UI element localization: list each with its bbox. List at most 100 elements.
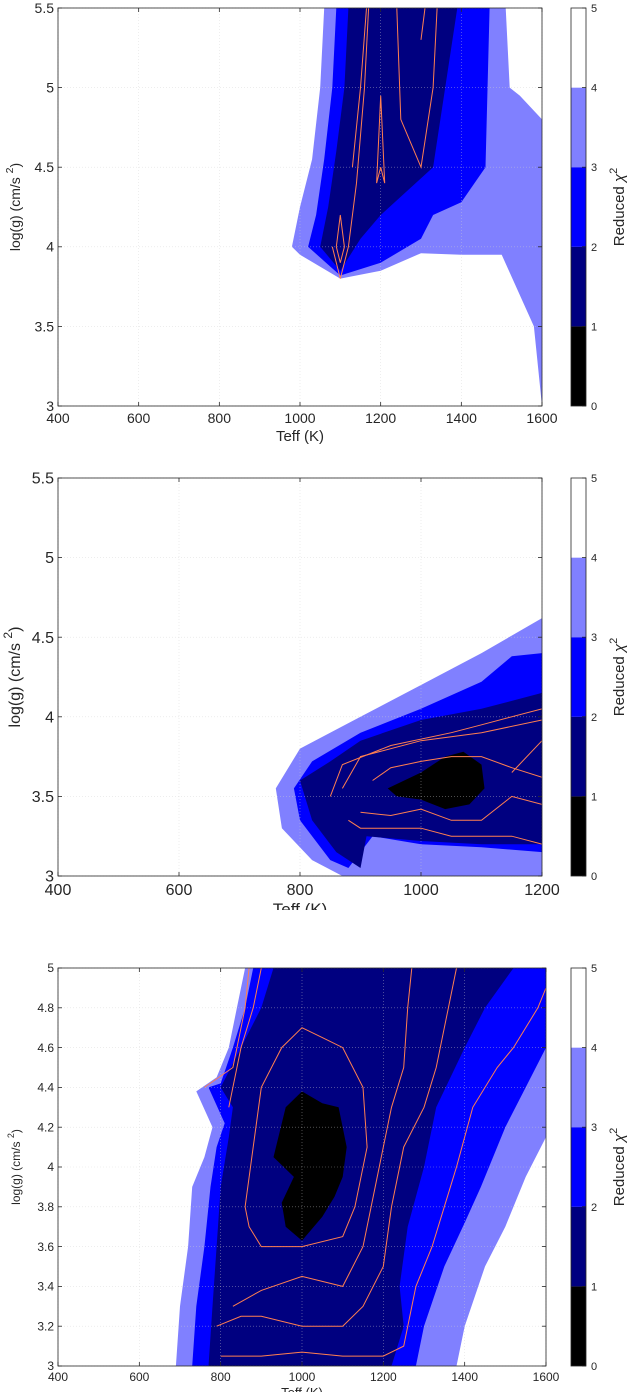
y-tick-label: 5 <box>45 550 54 567</box>
contour-chart-3: 400 600 800 1000 1200 1400 1600 3 3.2 3.4 3.6 3.8 4 4… <box>6 961 627 1392</box>
y-axis-label: log(g) (cm/s 2) <box>6 1129 23 1205</box>
colorbar-band <box>571 1127 586 1207</box>
colorbar-label-sup: 2 <box>608 168 620 174</box>
chart-panel-2: 400 600 800 1000 1200 3 3.5 4 4.5 5 5.5 Teff (K) log… <box>0 470 627 910</box>
contour-line <box>216 968 457 1327</box>
x-tick-label: 1000 <box>284 410 315 426</box>
contour-line <box>232 968 413 1307</box>
colorbar-label-sup: 2 <box>608 1128 620 1134</box>
y-axis-label-close: ) <box>7 627 24 632</box>
contour-lines <box>329 708 542 845</box>
colorbar-tick-label: 1 <box>591 1281 597 1293</box>
y-tick-label: 3 <box>47 1359 54 1373</box>
chart-panel-3: 400 600 800 1000 1200 1400 1600 3 3.2 3.4 3.6 3.8 4 4… <box>0 950 627 1392</box>
x-tick-label: 400 <box>48 1370 68 1384</box>
contour-chart-1: 400 600 800 1000 1200 1400 1600 3 3.5 4 4.5 5 5.5 Tef… <box>4 0 627 445</box>
y-tick-label: 3.5 <box>32 789 54 806</box>
colorbar-band <box>571 87 586 168</box>
contour-lines <box>331 8 438 279</box>
y-tick-label: 4.6 <box>37 1041 54 1055</box>
colorbar-tick-label: 3 <box>591 632 597 644</box>
x-tick-label: 800 <box>208 410 232 426</box>
y-tick-label: 4 <box>46 239 54 255</box>
colorbar-label: Reduced χ2 <box>608 1128 627 1207</box>
y-axis-label: log(g) (cm/s 2) <box>4 163 23 251</box>
colorbar-tick-label: 0 <box>591 1361 597 1373</box>
colorbar-label-sup: 2 <box>608 638 620 644</box>
contour-line <box>420 8 426 40</box>
y-tick-label: 3.6 <box>37 1240 54 1254</box>
y-axis-label: log(g) (cm/s 2) <box>1 627 24 728</box>
colorbar-band <box>571 1286 586 1366</box>
y-tick-label: 5.5 <box>32 471 54 488</box>
contour-line <box>376 95 386 184</box>
y-axis-label-text: log(g) (cm/s <box>9 1138 23 1205</box>
contour-line <box>511 740 542 773</box>
colorbar-band <box>571 478 586 558</box>
colorbar-label-symbol: χ <box>611 643 627 654</box>
y-tick-label: 4.8 <box>37 1001 54 1015</box>
colorbar-tick-label: 0 <box>591 871 597 883</box>
colorbar-tick-label: 5 <box>591 963 597 975</box>
colorbar-band <box>571 8 586 88</box>
colorbar-label-symbol: χ <box>611 1133 627 1144</box>
contour-line <box>244 1027 368 1248</box>
contour-line <box>220 987 546 1357</box>
colorbar-band <box>571 968 586 1048</box>
contour-line <box>341 719 542 789</box>
colorbar-band <box>571 1047 586 1128</box>
x-tick-label: 600 <box>127 410 151 426</box>
x-axis-label: Teff (K) <box>281 1385 323 1392</box>
contour-line <box>360 795 542 821</box>
colorbar-label-text: Reduced <box>611 182 627 246</box>
y-tick-label: 3 <box>46 398 54 414</box>
colorbar-tick-label: 1 <box>591 791 597 803</box>
contour-lines <box>204 968 546 1357</box>
y-axis-label-sup: 2 <box>6 1133 16 1138</box>
contour-line <box>228 968 262 1108</box>
chi2-region-level-0 <box>387 751 485 810</box>
colorbar-band <box>571 637 586 717</box>
y-tick-label: 3.8 <box>37 1200 54 1214</box>
colorbar-band <box>571 167 586 247</box>
chi2-region-level-1 <box>320 8 458 271</box>
colorbar-tick-label: 0 <box>591 401 597 413</box>
x-tick-label: 400 <box>45 882 72 899</box>
colorbar-band <box>571 246 586 327</box>
colorbar-band <box>571 716 586 797</box>
y-tick-label: 3.4 <box>37 1280 54 1294</box>
colorbar-label-text: Reduced <box>611 652 627 716</box>
y-tick-label: 3.5 <box>35 318 55 334</box>
y-axis-label-sup: 2 <box>4 167 16 173</box>
x-tick-label: 800 <box>287 882 314 899</box>
y-axis-label-text: log(g) (cm/s <box>7 173 23 251</box>
chi2-region-level-0 <box>273 1091 347 1241</box>
colorbar-tick-label: 2 <box>591 712 597 724</box>
contour-line <box>204 968 250 1088</box>
filled-regions <box>175 968 546 1366</box>
y-tick-label: 5 <box>46 80 54 96</box>
contour-line <box>348 819 542 845</box>
x-tick-label: 1000 <box>289 1370 316 1384</box>
colorbar-tick-label: 4 <box>591 553 597 565</box>
y-tick-label: 4.5 <box>32 630 54 647</box>
contour-line <box>331 8 370 279</box>
colorbar-band <box>571 796 586 876</box>
y-tick-label: 5.5 <box>35 0 55 16</box>
x-tick-label: 1600 <box>526 410 557 426</box>
contour-line <box>335 214 345 263</box>
y-axis-label-text: log(g) (cm/s <box>7 639 24 728</box>
y-axis-label-close: ) <box>9 1129 23 1133</box>
colorbar-tick-label: 5 <box>591 473 597 485</box>
x-axis-label: Teff (K) <box>276 428 324 445</box>
colorbar-band <box>571 557 586 638</box>
y-tick-label: 4.4 <box>37 1081 54 1095</box>
y-tick-label: 5 <box>47 961 54 975</box>
colorbar-tick-label: 4 <box>591 83 597 95</box>
contour-line <box>351 8 367 168</box>
x-tick-label: 1000 <box>403 882 439 899</box>
colorbar-label-text: Reduced <box>611 1142 627 1206</box>
x-tick-label: 600 <box>129 1370 149 1384</box>
colorbar-band <box>571 326 586 406</box>
